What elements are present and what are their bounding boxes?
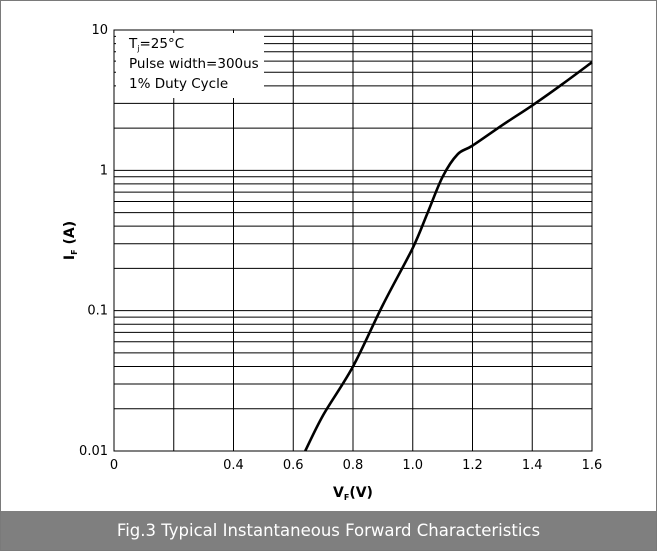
x-tick-label: 0.4 (223, 458, 244, 473)
x-tick-label: 1.2 (462, 458, 483, 473)
legend-temp-symbol: T (128, 36, 138, 52)
x-axis-label: VF(V) (333, 485, 373, 502)
y-tick-label: 0.01 (79, 444, 108, 459)
legend-temp-value: =25°C (139, 36, 184, 52)
tick-labels: 0 0.4 0.6 0.8 1.0 1.2 1.4 1.6 0.01 0.1 1 10 (79, 23, 602, 473)
series-line (304, 61, 593, 452)
axis-labels: VF(V)IF (A) (62, 221, 373, 502)
x-tick-label: 1.4 (522, 458, 543, 473)
series-layer (304, 61, 593, 452)
y-tick-label: 10 (91, 23, 108, 38)
x-tick-label: 0 (110, 458, 118, 473)
legend-duty-cycle: 1% Duty Cycle (129, 76, 228, 92)
x-tick-label: 0.8 (343, 458, 364, 473)
x-tick-label: 1.0 (402, 458, 423, 473)
x-axis-symbol: V (333, 485, 344, 501)
y-axis-symbol: I (62, 255, 78, 260)
legend-background (116, 33, 264, 98)
figure-caption: Fig.3 Typical Instantaneous Forward Char… (116, 521, 541, 540)
y-axis-unit: (A) (62, 221, 78, 250)
plot-area-border (113, 29, 593, 452)
caption-bar: Fig.3 Typical Instantaneous Forward Char… (1, 511, 656, 550)
legend-temperature: Tj=25°C (128, 36, 184, 53)
legend-temp-subscript: j (136, 44, 139, 53)
y-axis-subscript: F (70, 249, 79, 254)
legend: Tj=25°C Pulse width=300us 1% Duty Cycle (116, 33, 264, 98)
x-tick-label: 0.6 (283, 458, 304, 473)
x-axis-unit: (V) (349, 485, 373, 501)
y-axis-label: IF (A) (62, 221, 79, 260)
y-tick-label: 1 (100, 163, 108, 178)
legend-pulse-width: Pulse width=300us (129, 56, 259, 72)
y-tick-label: 0.1 (87, 304, 108, 319)
x-axis-subscript: F (344, 493, 349, 502)
x-tick-label: 1.6 (582, 458, 603, 473)
